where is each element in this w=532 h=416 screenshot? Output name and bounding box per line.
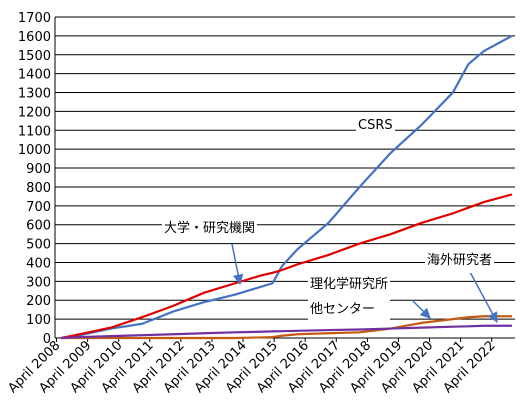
y-tick-label: 1300 [18,87,51,102]
y-tick-label: 1100 [18,124,51,139]
series-line [61,315,512,340]
series-line [60,193,513,340]
y-tick-label: 1000 [18,143,51,158]
series-annotation: 大学・研究機関 [162,216,258,241]
y-tick-label: 600 [26,219,51,234]
y-tick-label: 1200 [18,105,51,120]
y-tick-label: 500 [26,238,51,253]
y-tick-label: 1400 [18,68,51,83]
series-annotation: 理化学研究所 他センター [308,272,391,322]
annotation-arrow [411,299,431,319]
series-line [61,324,512,340]
y-tick-label: 0 [43,332,51,347]
series-annotation: CSRS [356,113,395,138]
y-tick-label: 900 [26,162,51,177]
y-tick-label: 700 [26,200,51,215]
series-line [61,34,513,340]
y-tick-label: 400 [26,256,51,271]
y-tick-label: 1700 [18,11,51,26]
y-tick-label: 300 [26,275,51,290]
y-tick-label: 800 [26,181,51,196]
annotation-arrow [469,271,498,323]
annotation-arrow [231,243,244,286]
y-tick-label: 1500 [18,49,51,64]
y-tick-label: 100 [26,313,51,328]
y-tick-label: 1600 [18,30,51,45]
y-tick-label: 200 [26,294,51,309]
series-annotation: 海外研究者 [425,248,495,273]
